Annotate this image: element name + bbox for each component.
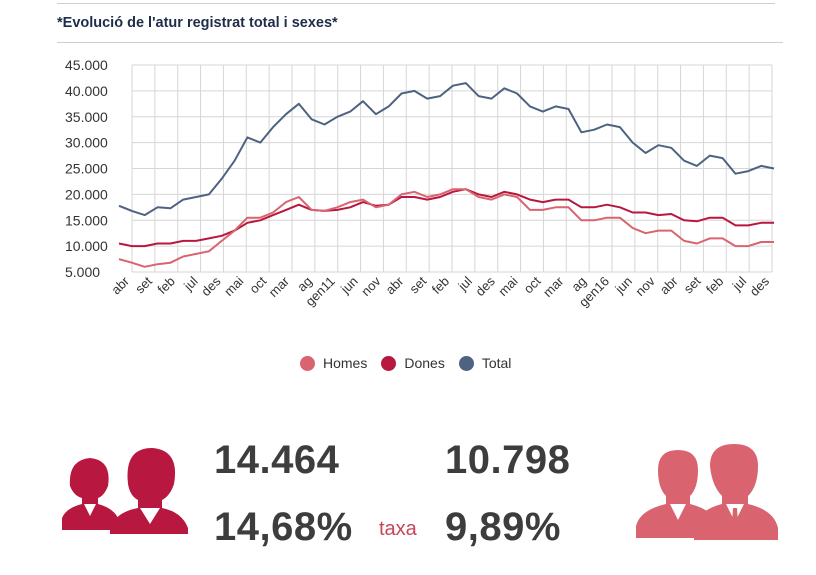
x-tick-label: jun xyxy=(611,274,635,298)
x-tick-label: feb xyxy=(703,274,726,297)
x-tick-label: mai xyxy=(221,273,246,298)
x-tick-label: feb xyxy=(154,274,177,297)
y-tick-label: 40.000 xyxy=(65,83,108,99)
chart-title: *Evolució de l'atur registrat total i se… xyxy=(57,15,338,31)
y-tick-label: 15.000 xyxy=(65,212,108,228)
title-rule xyxy=(57,42,783,43)
x-tick-label: des xyxy=(747,273,773,299)
x-tick-label: feb xyxy=(429,274,452,297)
x-tick-label: des xyxy=(472,273,498,299)
x-tick-label: jul xyxy=(180,273,201,294)
x-tick-label: nov xyxy=(632,273,658,299)
x-tick-label: mar xyxy=(540,273,567,300)
x-tick-label: abr xyxy=(108,273,132,297)
women-rate: 14,68% xyxy=(214,505,353,549)
x-tick-label: des xyxy=(198,273,224,299)
x-tick-label: jun xyxy=(337,274,361,298)
chart-legend: Homes Dones Total xyxy=(300,355,511,371)
y-tick-label: 35.000 xyxy=(65,109,108,125)
x-tick-label: abr xyxy=(383,273,407,297)
men-count: 10.798 xyxy=(445,438,571,482)
women-silhouette-icon xyxy=(62,448,188,534)
x-tick-label: set xyxy=(681,273,704,296)
x-tick-label: nov xyxy=(358,273,384,299)
x-tick-label: oct xyxy=(521,273,544,296)
y-tick-label: 5.000 xyxy=(65,264,100,280)
x-tick-label: mar xyxy=(266,273,293,300)
men-silhouette-icon xyxy=(636,444,778,540)
top-rule xyxy=(57,3,775,4)
y-tick-label: 45.000 xyxy=(65,57,108,73)
legend-label-dones: Dones xyxy=(404,355,445,371)
series-line-dones xyxy=(118,188,774,248)
x-tick-label: set xyxy=(406,273,429,296)
y-tick-label: 30.000 xyxy=(65,135,108,151)
line-chart: 45.000 40.000 35.000 30.000 25.000 20.000 15.0… xyxy=(65,57,775,310)
x-tick-label: jul xyxy=(729,273,750,294)
y-tick-label: 10.000 xyxy=(65,238,108,254)
series-line-homes xyxy=(118,188,774,268)
x-tick-label: set xyxy=(132,273,155,296)
series-line-total xyxy=(118,82,775,217)
legend-swatch-homes xyxy=(300,355,315,371)
y-tick-label: 25.000 xyxy=(65,161,108,177)
legend-swatch-total xyxy=(458,355,474,371)
women-count: 14.464 xyxy=(214,438,340,482)
legend-label-total: Total xyxy=(481,355,512,371)
x-tick-label: mai xyxy=(495,273,520,298)
y-tick-label: 20.000 xyxy=(65,186,108,202)
legend-label-homes: Homes xyxy=(323,355,368,371)
x-tick-label: oct xyxy=(246,273,269,296)
men-rate: 9,89% xyxy=(445,505,561,549)
legend-item-dones: Dones xyxy=(381,355,445,371)
legend-swatch-dones xyxy=(381,355,397,371)
legend-item-homes: Homes xyxy=(300,355,367,371)
x-tick-label: abr xyxy=(657,273,681,297)
x-tick-label: jul xyxy=(454,273,475,294)
rate-label: taxa xyxy=(379,518,417,540)
legend-item-total: Total xyxy=(458,355,512,371)
